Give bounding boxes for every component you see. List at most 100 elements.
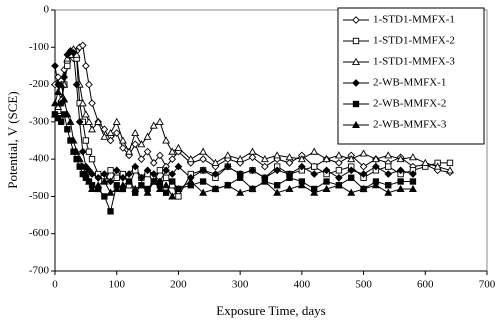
- data-point: [372, 162, 380, 171]
- data-point: [94, 117, 103, 125]
- data-point: [75, 155, 84, 163]
- data-point: [78, 41, 87, 50]
- data-point: [335, 159, 343, 167]
- data-point: [174, 184, 183, 192]
- data-point: [409, 170, 417, 178]
- data-point: [199, 178, 207, 185]
- data-point: [112, 117, 121, 125]
- data-point: [88, 99, 96, 108]
- data-point: [433, 162, 442, 170]
- legend-marker: [352, 16, 360, 24]
- data-point: [60, 73, 69, 81]
- data-point: [149, 170, 158, 178]
- data-point: [112, 184, 121, 192]
- data-point: [156, 167, 164, 174]
- data-point: [143, 132, 152, 140]
- data-point: [69, 49, 78, 57]
- data-point: [137, 173, 146, 182]
- data-point: [359, 184, 368, 192]
- data-point: [248, 147, 257, 155]
- data-point: [85, 148, 93, 155]
- data-point: [162, 136, 171, 144]
- data-point: [384, 188, 393, 196]
- data-point: [347, 188, 356, 196]
- data-point: [223, 162, 232, 171]
- data-point: [347, 155, 356, 163]
- data-point: [310, 147, 319, 155]
- data-point: [248, 166, 257, 175]
- data-point: [143, 188, 152, 196]
- data-point: [101, 193, 108, 200]
- data-point: [155, 117, 164, 125]
- data-point: [385, 163, 392, 170]
- data-point: [260, 162, 269, 171]
- data-point: [311, 163, 318, 170]
- data-point: [51, 62, 59, 70]
- data-point: [64, 126, 71, 133]
- data-point: [168, 170, 177, 178]
- data-point: [57, 80, 66, 88]
- data-point: [69, 136, 78, 144]
- data-point: [94, 173, 103, 182]
- legend-box: [337, 7, 485, 145]
- data-point: [78, 162, 87, 170]
- x-tick-label: 200: [170, 279, 187, 291]
- data-point: [248, 184, 257, 192]
- data-point: [348, 174, 355, 181]
- data-point: [143, 147, 152, 156]
- data-point: [186, 177, 195, 185]
- data-point: [236, 174, 244, 181]
- y-tick-label: -500: [29, 190, 50, 202]
- data-point: [396, 155, 405, 163]
- data-point: [297, 155, 306, 163]
- y-axis-title: Potential, V (SCE): [5, 91, 20, 188]
- data-point: [174, 162, 183, 171]
- data-point: [118, 136, 127, 144]
- y-tick-label: -700: [29, 265, 50, 277]
- data-point: [125, 177, 134, 185]
- data-point: [322, 166, 331, 175]
- legend-label: 1-STD1-MMFX-3: [373, 56, 455, 68]
- legend-label: 1-STD1-MMFX-1: [373, 14, 455, 26]
- data-point: [119, 173, 127, 182]
- data-point: [199, 188, 208, 196]
- data-point: [397, 178, 404, 185]
- data-point: [168, 147, 177, 155]
- data-point: [84, 117, 93, 125]
- data-point: [72, 80, 81, 89]
- x-tick-label: 700: [479, 279, 496, 291]
- data-point: [125, 170, 133, 178]
- data-point: [149, 177, 158, 185]
- data-point: [199, 166, 207, 175]
- data-point: [408, 184, 417, 192]
- data-point: [100, 125, 109, 134]
- data-point: [131, 140, 140, 149]
- data-point: [106, 136, 115, 145]
- data-point: [211, 158, 220, 166]
- data-point: [118, 181, 127, 189]
- data-point: [236, 155, 245, 163]
- data-point: [273, 151, 282, 159]
- data-point: [211, 170, 220, 178]
- data-point: [84, 177, 93, 185]
- x-axis-title: Exposure Time, days: [216, 303, 325, 318]
- data-point: [66, 47, 75, 55]
- data-point: [335, 167, 343, 174]
- data-point: [248, 153, 257, 162]
- data-point: [286, 174, 293, 181]
- data-point: [359, 170, 368, 178]
- data-point: [112, 166, 121, 175]
- data-point: [396, 184, 405, 192]
- data-point: [236, 188, 245, 196]
- x-tick-label: 600: [417, 279, 434, 291]
- legend-label: 2-WB-MMFX-3: [373, 119, 447, 131]
- data-point: [334, 151, 343, 159]
- data-point: [384, 170, 393, 178]
- data-point: [322, 184, 331, 192]
- data-point: [285, 153, 294, 161]
- data-point: [260, 177, 269, 185]
- data-point: [446, 166, 454, 174]
- data-point: [106, 188, 115, 196]
- data-point: [199, 155, 207, 163]
